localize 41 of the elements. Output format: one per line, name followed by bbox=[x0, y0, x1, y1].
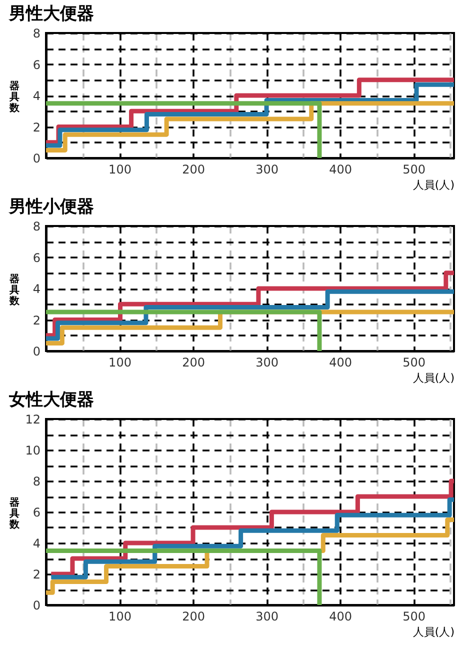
y-axis-title: 器具数 bbox=[8, 273, 20, 307]
x-tick-label: 500 bbox=[402, 162, 426, 176]
x-tick-label: 100 bbox=[108, 610, 132, 624]
x-tick-label: 400 bbox=[329, 356, 352, 370]
x-tick-label: 100 bbox=[108, 162, 132, 176]
y-tick-label: 10 bbox=[25, 444, 40, 458]
y-tick-label: 12 bbox=[25, 412, 40, 426]
chart-title: 男性大便器 bbox=[8, 4, 94, 24]
y-tick-label: 2 bbox=[32, 568, 40, 582]
x-tick-label: 200 bbox=[182, 356, 205, 370]
x-tick-label: 300 bbox=[256, 356, 278, 370]
x-tick-label: 500 bbox=[402, 356, 426, 370]
chart-title: 男性小便器 bbox=[8, 197, 94, 217]
y-tick-label: 8 bbox=[32, 474, 40, 488]
y-tick-label: 6 bbox=[32, 506, 40, 520]
y-tick-label: 4 bbox=[32, 536, 40, 550]
x-tick-label: 500 bbox=[402, 610, 426, 624]
y-tick-label: 6 bbox=[32, 58, 40, 72]
y-axis-title: 器具数 bbox=[8, 496, 20, 530]
y-tick-label: 0 bbox=[32, 598, 40, 612]
y-tick-label: 0 bbox=[32, 152, 40, 166]
x-tick-label: 200 bbox=[182, 162, 205, 176]
y-tick-label: 2 bbox=[32, 313, 40, 328]
x-tick-label: 300 bbox=[256, 610, 278, 624]
y-tick-label: 4 bbox=[32, 282, 40, 296]
x-tick-label: 200 bbox=[182, 610, 205, 624]
y-tick-label: 8 bbox=[32, 26, 40, 40]
x-tick-label: 300 bbox=[256, 162, 278, 176]
y-tick-label: 6 bbox=[32, 250, 40, 265]
chart-title: 女性大便器 bbox=[8, 390, 94, 410]
y-tick-label: 2 bbox=[32, 120, 40, 134]
x-tick-label: 400 bbox=[329, 610, 352, 624]
x-axis-title: 人員(人) bbox=[412, 178, 454, 192]
y-axis-title: 器具数 bbox=[8, 80, 20, 114]
y-tick-label: 8 bbox=[32, 220, 40, 234]
y-tick-label: 0 bbox=[32, 344, 40, 358]
x-axis-title: 人員(人) bbox=[412, 372, 454, 384]
x-axis-title: 人員(人) bbox=[412, 626, 454, 638]
x-tick-label: 100 bbox=[108, 356, 132, 370]
y-tick-label: 4 bbox=[32, 89, 40, 103]
x-tick-label: 400 bbox=[329, 162, 352, 176]
